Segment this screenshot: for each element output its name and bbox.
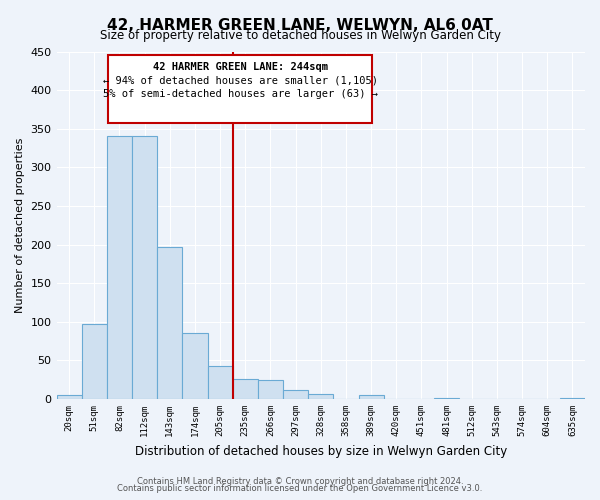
Bar [283,390,308,399]
Bar [107,136,132,399]
Bar [82,324,107,399]
FancyBboxPatch shape [108,56,373,124]
Bar [157,247,182,399]
Bar [132,136,157,399]
Bar [560,398,585,399]
Bar [308,394,334,399]
Text: 5% of semi-detached houses are larger (63) →: 5% of semi-detached houses are larger (6… [103,90,378,100]
Text: Contains HM Land Registry data © Crown copyright and database right 2024.: Contains HM Land Registry data © Crown c… [137,476,463,486]
Bar [56,395,82,399]
Text: Size of property relative to detached houses in Welwyn Garden City: Size of property relative to detached ho… [100,29,500,42]
Text: 42 HARMER GREEN LANE: 244sqm: 42 HARMER GREEN LANE: 244sqm [153,62,328,72]
Bar [434,398,459,399]
Text: ← 94% of detached houses are smaller (1,105): ← 94% of detached houses are smaller (1,… [103,76,378,86]
Bar [182,332,208,399]
Bar [233,379,258,399]
Bar [208,366,233,399]
X-axis label: Distribution of detached houses by size in Welwyn Garden City: Distribution of detached houses by size … [134,444,507,458]
Y-axis label: Number of detached properties: Number of detached properties [15,138,25,313]
Text: Contains public sector information licensed under the Open Government Licence v3: Contains public sector information licen… [118,484,482,493]
Text: 42, HARMER GREEN LANE, WELWYN, AL6 0AT: 42, HARMER GREEN LANE, WELWYN, AL6 0AT [107,18,493,32]
Bar [359,395,383,399]
Bar [258,380,283,399]
